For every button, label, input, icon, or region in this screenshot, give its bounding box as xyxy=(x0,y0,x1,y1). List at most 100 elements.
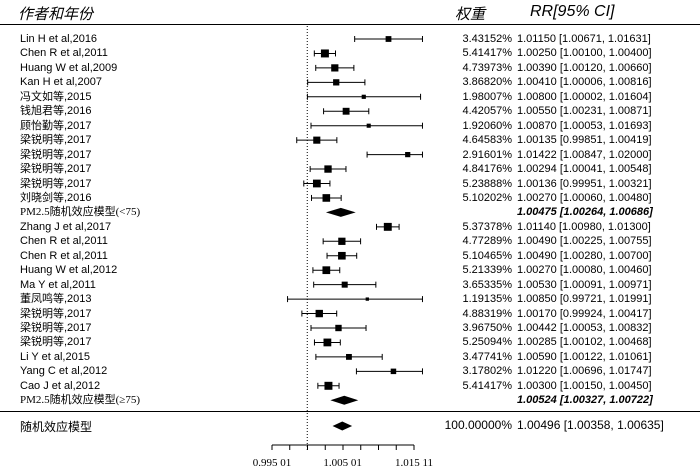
study-weight: 1.98007% xyxy=(462,90,512,103)
study-label: Cao J et al,2012 xyxy=(20,379,101,392)
point-estimate xyxy=(365,297,369,301)
x-tick-label: 1.005 01 xyxy=(323,457,362,469)
study-weight: 3.65335% xyxy=(462,278,512,291)
study-ci: 1.01140 [1.00980, 1.01300] xyxy=(517,220,651,233)
study-weight: 4.42057% xyxy=(462,105,512,118)
study-label: Chen R et al,2011 xyxy=(20,249,108,262)
study-label: Huang W et al,2012 xyxy=(20,264,118,277)
study-weight: 4.77289% xyxy=(462,235,512,248)
study-label: Chen R et al,2011 xyxy=(20,47,108,60)
point-estimate xyxy=(341,281,348,288)
study-label: 梁锐明等,2017 xyxy=(20,177,92,190)
study-ci: 1.00285 [1.00102, 1.00468] xyxy=(517,336,652,349)
study-label: 刘晓剑等,2016 xyxy=(20,191,92,204)
study-weight: 3.47741% xyxy=(462,350,512,363)
study-label: Kan H et al,2007 xyxy=(20,76,102,89)
overall-rule xyxy=(0,411,700,412)
study-ci: 1.00390 [1.00120, 1.00660] xyxy=(517,61,652,74)
subgroup-summary-label: PM2.5随机效应模型(<75) xyxy=(20,206,141,219)
point-estimate xyxy=(313,136,321,144)
point-estimate xyxy=(331,64,339,72)
point-estimate xyxy=(346,353,352,360)
study-label: 梁锐明等,2017 xyxy=(20,336,92,349)
study-label: Yang C et al,2012 xyxy=(20,365,108,378)
rr-column-header: RR[95% CI] xyxy=(530,3,615,20)
study-weight: 5.41417% xyxy=(462,379,512,392)
x-tick-label: 0.995 01 xyxy=(252,457,292,469)
point-estimate xyxy=(324,165,332,173)
study-weight: 3.17802% xyxy=(462,365,512,378)
study-weight: 4.64583% xyxy=(462,134,512,147)
study-ci: 1.00270 [1.00080, 1.00460] xyxy=(517,264,652,277)
point-estimate xyxy=(383,222,392,231)
overall-weight: 100.00000% xyxy=(444,418,512,432)
study-ci: 1.00410 [1.00006, 1.00816] xyxy=(517,76,652,89)
study-label: 梁锐明等,2017 xyxy=(20,134,92,147)
study-label: 钱旭君等,2016 xyxy=(20,105,92,118)
study-ci: 1.00800 [1.00002, 1.01604] xyxy=(517,90,652,103)
point-estimate xyxy=(405,151,411,158)
point-estimate xyxy=(361,94,366,99)
study-ci: 1.00294 [1.00041, 1.00548] xyxy=(517,163,652,176)
subgroup-summary-ci: 1.00524 [1.00327, 1.00722] xyxy=(517,394,653,407)
point-estimate xyxy=(390,368,397,375)
study-label: Ma Y et al,2011 xyxy=(20,278,96,291)
study-ci: 1.01150 [1.00671, 1.01631] xyxy=(517,33,651,45)
point-estimate xyxy=(385,36,392,42)
x-tick-label: 1.015 11 xyxy=(394,457,434,469)
point-estimate xyxy=(312,179,321,188)
study-weight: 4.88319% xyxy=(462,307,512,320)
point-estimate xyxy=(320,49,329,58)
study-weight: 1.92060% xyxy=(462,119,512,132)
study-label: 梁锐明等,2017 xyxy=(20,307,92,320)
study-label: 冯文如等,2015 xyxy=(20,90,92,103)
study-label: Zhang J et al,2017 xyxy=(20,220,112,233)
study-weight: 5.21339% xyxy=(462,264,512,277)
study-ci: 1.00442 [1.00053, 1.00832] xyxy=(517,322,652,334)
study-weight: 5.10465% xyxy=(462,249,512,262)
study-ci: 1.00850 [0.99721, 1.01991] xyxy=(517,293,652,306)
study-weight: 3.96750% xyxy=(462,322,512,334)
point-estimate xyxy=(333,79,340,86)
study-ci: 1.00270 [1.00060, 1.00480] xyxy=(517,191,652,204)
study-weight: 5.41417% xyxy=(462,47,512,60)
study-ci: 1.00135 [0.99851, 1.00419] xyxy=(517,134,652,147)
subgroup-summary-label: PM2.5随机效应模型(≥75) xyxy=(20,394,141,407)
point-estimate xyxy=(323,338,332,347)
weight-column-header: 权重 xyxy=(455,5,486,23)
study-weight: 5.23888% xyxy=(462,177,512,190)
study-ci: 1.01422 [1.00847, 1.02000] xyxy=(517,148,652,161)
study-label: 梁锐明等,2017 xyxy=(20,163,92,176)
point-estimate xyxy=(324,381,333,390)
study-label: 顾怡勤等,2017 xyxy=(20,119,92,132)
study-ci: 1.00136 [0.99951, 1.00321] xyxy=(517,177,652,190)
study-ci: 1.00490 [1.00225, 1.00755] xyxy=(517,235,652,248)
point-estimate xyxy=(338,251,346,260)
point-estimate xyxy=(315,309,323,318)
subgroup-summary-diamond xyxy=(330,395,359,405)
study-ci: 1.00550 [1.00231, 1.00871] xyxy=(517,105,652,118)
study-ci: 1.00590 [1.00122, 1.01061] xyxy=(517,350,652,363)
study-ci: 1.00530 [1.00091, 1.00971] xyxy=(517,278,652,291)
point-estimate xyxy=(335,324,342,332)
study-ci: 1.00250 [1.00100, 1.00400] xyxy=(517,47,652,60)
study-ci: 1.00300 [1.00150, 1.00450] xyxy=(517,379,652,392)
study-label: Lin H et al,2016 xyxy=(20,33,98,45)
overall-label: 随机效应模型 xyxy=(20,420,93,434)
point-estimate xyxy=(322,266,331,275)
overall-summary-diamond xyxy=(332,421,353,431)
study-weight: 4.73973% xyxy=(462,61,512,74)
study-label: Chen R et al,2011 xyxy=(20,235,108,248)
subgroup-summary-ci: 1.00475 [1.00264, 1.00686] xyxy=(517,206,653,219)
subgroup-summary-diamond xyxy=(325,207,356,217)
study-label: Huang W et al,2009 xyxy=(20,61,118,74)
study-label: 董凤鸣等,2013 xyxy=(20,293,92,306)
study-weight: 2.91601% xyxy=(462,148,512,161)
overall-ci: 1.00496 [1.00358, 1.00635] xyxy=(517,418,664,432)
study-weight: 5.25094% xyxy=(462,336,512,349)
study-label: Li Y et al,2015 xyxy=(20,350,90,363)
header-rule xyxy=(0,24,700,25)
study-weight: 3.43152% xyxy=(462,33,512,45)
point-estimate xyxy=(366,123,371,128)
study-column-header: 作者和年份 xyxy=(18,5,94,23)
